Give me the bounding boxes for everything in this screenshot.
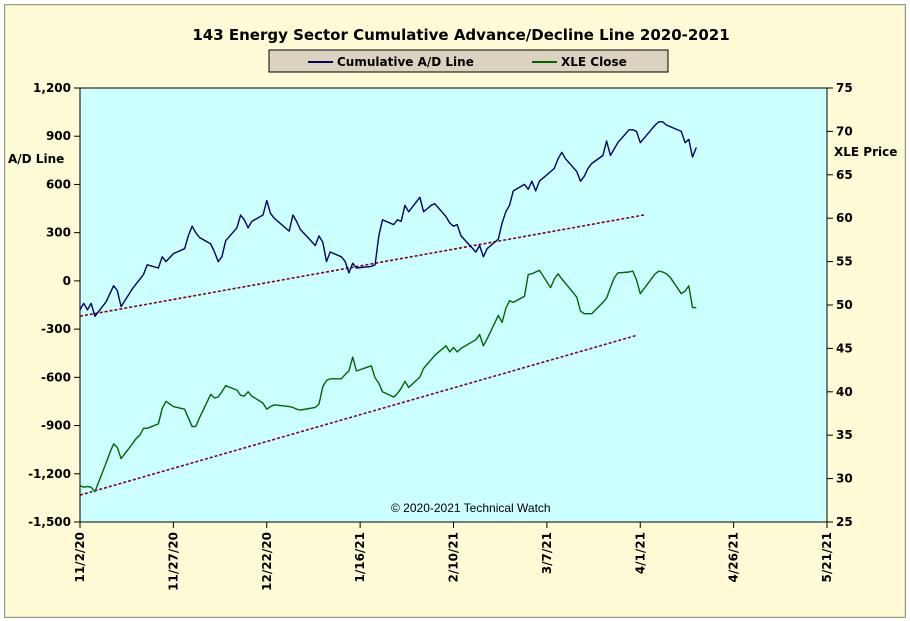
series-line-xle-close bbox=[79, 269, 697, 493]
x-tick-label: 11/2/20 bbox=[73, 532, 87, 583]
right-tick-label: 70 bbox=[836, 124, 853, 138]
right-tick-label: 75 bbox=[836, 81, 853, 95]
chart-frame: 143 Energy Sector Cumulative Advance/Dec… bbox=[4, 4, 906, 618]
legend-label-xle-close: XLE Close bbox=[561, 55, 627, 69]
legend-box bbox=[268, 49, 669, 73]
credit-text: © 2020-2021 Technical Watch bbox=[391, 501, 551, 515]
right-tick-label: 60 bbox=[836, 211, 853, 225]
left-tick-label: -900 bbox=[41, 419, 71, 433]
left-tick-label: -600 bbox=[41, 370, 71, 384]
right-tick-label: 50 bbox=[836, 298, 853, 312]
left-tick-label: 0 bbox=[63, 274, 71, 288]
series-line-ad-line bbox=[79, 121, 697, 317]
left-tick-label: -1,200 bbox=[28, 467, 71, 481]
x-tick-label: 12/22/20 bbox=[260, 532, 274, 591]
left-tick-label: 600 bbox=[46, 177, 71, 191]
x-tick-label: 1/16/21 bbox=[353, 532, 367, 583]
series-lines bbox=[79, 121, 697, 496]
chart-title: 143 Energy Sector Cumulative Advance/Dec… bbox=[192, 26, 729, 44]
x-tick-label: 4/26/21 bbox=[727, 532, 741, 583]
ad-line-trendline bbox=[79, 214, 645, 318]
left-tick-label: 1,200 bbox=[33, 81, 71, 95]
right-tick-label: 30 bbox=[836, 472, 853, 486]
right-tick-label: 55 bbox=[836, 255, 853, 269]
x-tick-label: 3/7/21 bbox=[540, 532, 554, 574]
right-tick-label: 40 bbox=[836, 385, 853, 399]
chart-svg: 143 Energy Sector Cumulative Advance/Dec… bbox=[8, 26, 897, 591]
right-tick-label: 65 bbox=[836, 168, 853, 182]
right-tick-label: 35 bbox=[836, 428, 853, 442]
right-tick-label: 45 bbox=[836, 341, 853, 355]
legend-label-ad-line: Cumulative A/D Line bbox=[337, 55, 474, 69]
xle-trendline bbox=[79, 334, 637, 496]
left-tick-label: -1,500 bbox=[28, 515, 71, 529]
right-tick-label: 25 bbox=[836, 515, 853, 529]
left-tick-label: 900 bbox=[46, 129, 71, 143]
x-tick-label: 11/27/20 bbox=[166, 532, 180, 591]
plot-area bbox=[79, 87, 828, 523]
right-axis-title: XLE Price bbox=[834, 145, 897, 159]
x-tick-label: 4/1/21 bbox=[633, 532, 647, 574]
legend: Cumulative A/D Line XLE Close bbox=[268, 49, 669, 73]
x-tick-label: 2/10/21 bbox=[447, 532, 461, 583]
left-tick-label: -300 bbox=[41, 322, 71, 336]
axis-ticks: 1,200 900 600 300 0 -300 -600 -900 -1,200 -1,500 7… bbox=[28, 81, 853, 591]
left-tick-label: 300 bbox=[46, 226, 71, 240]
left-axis-title: A/D Line bbox=[8, 152, 64, 166]
x-tick-label: 5/21/21 bbox=[820, 532, 834, 583]
